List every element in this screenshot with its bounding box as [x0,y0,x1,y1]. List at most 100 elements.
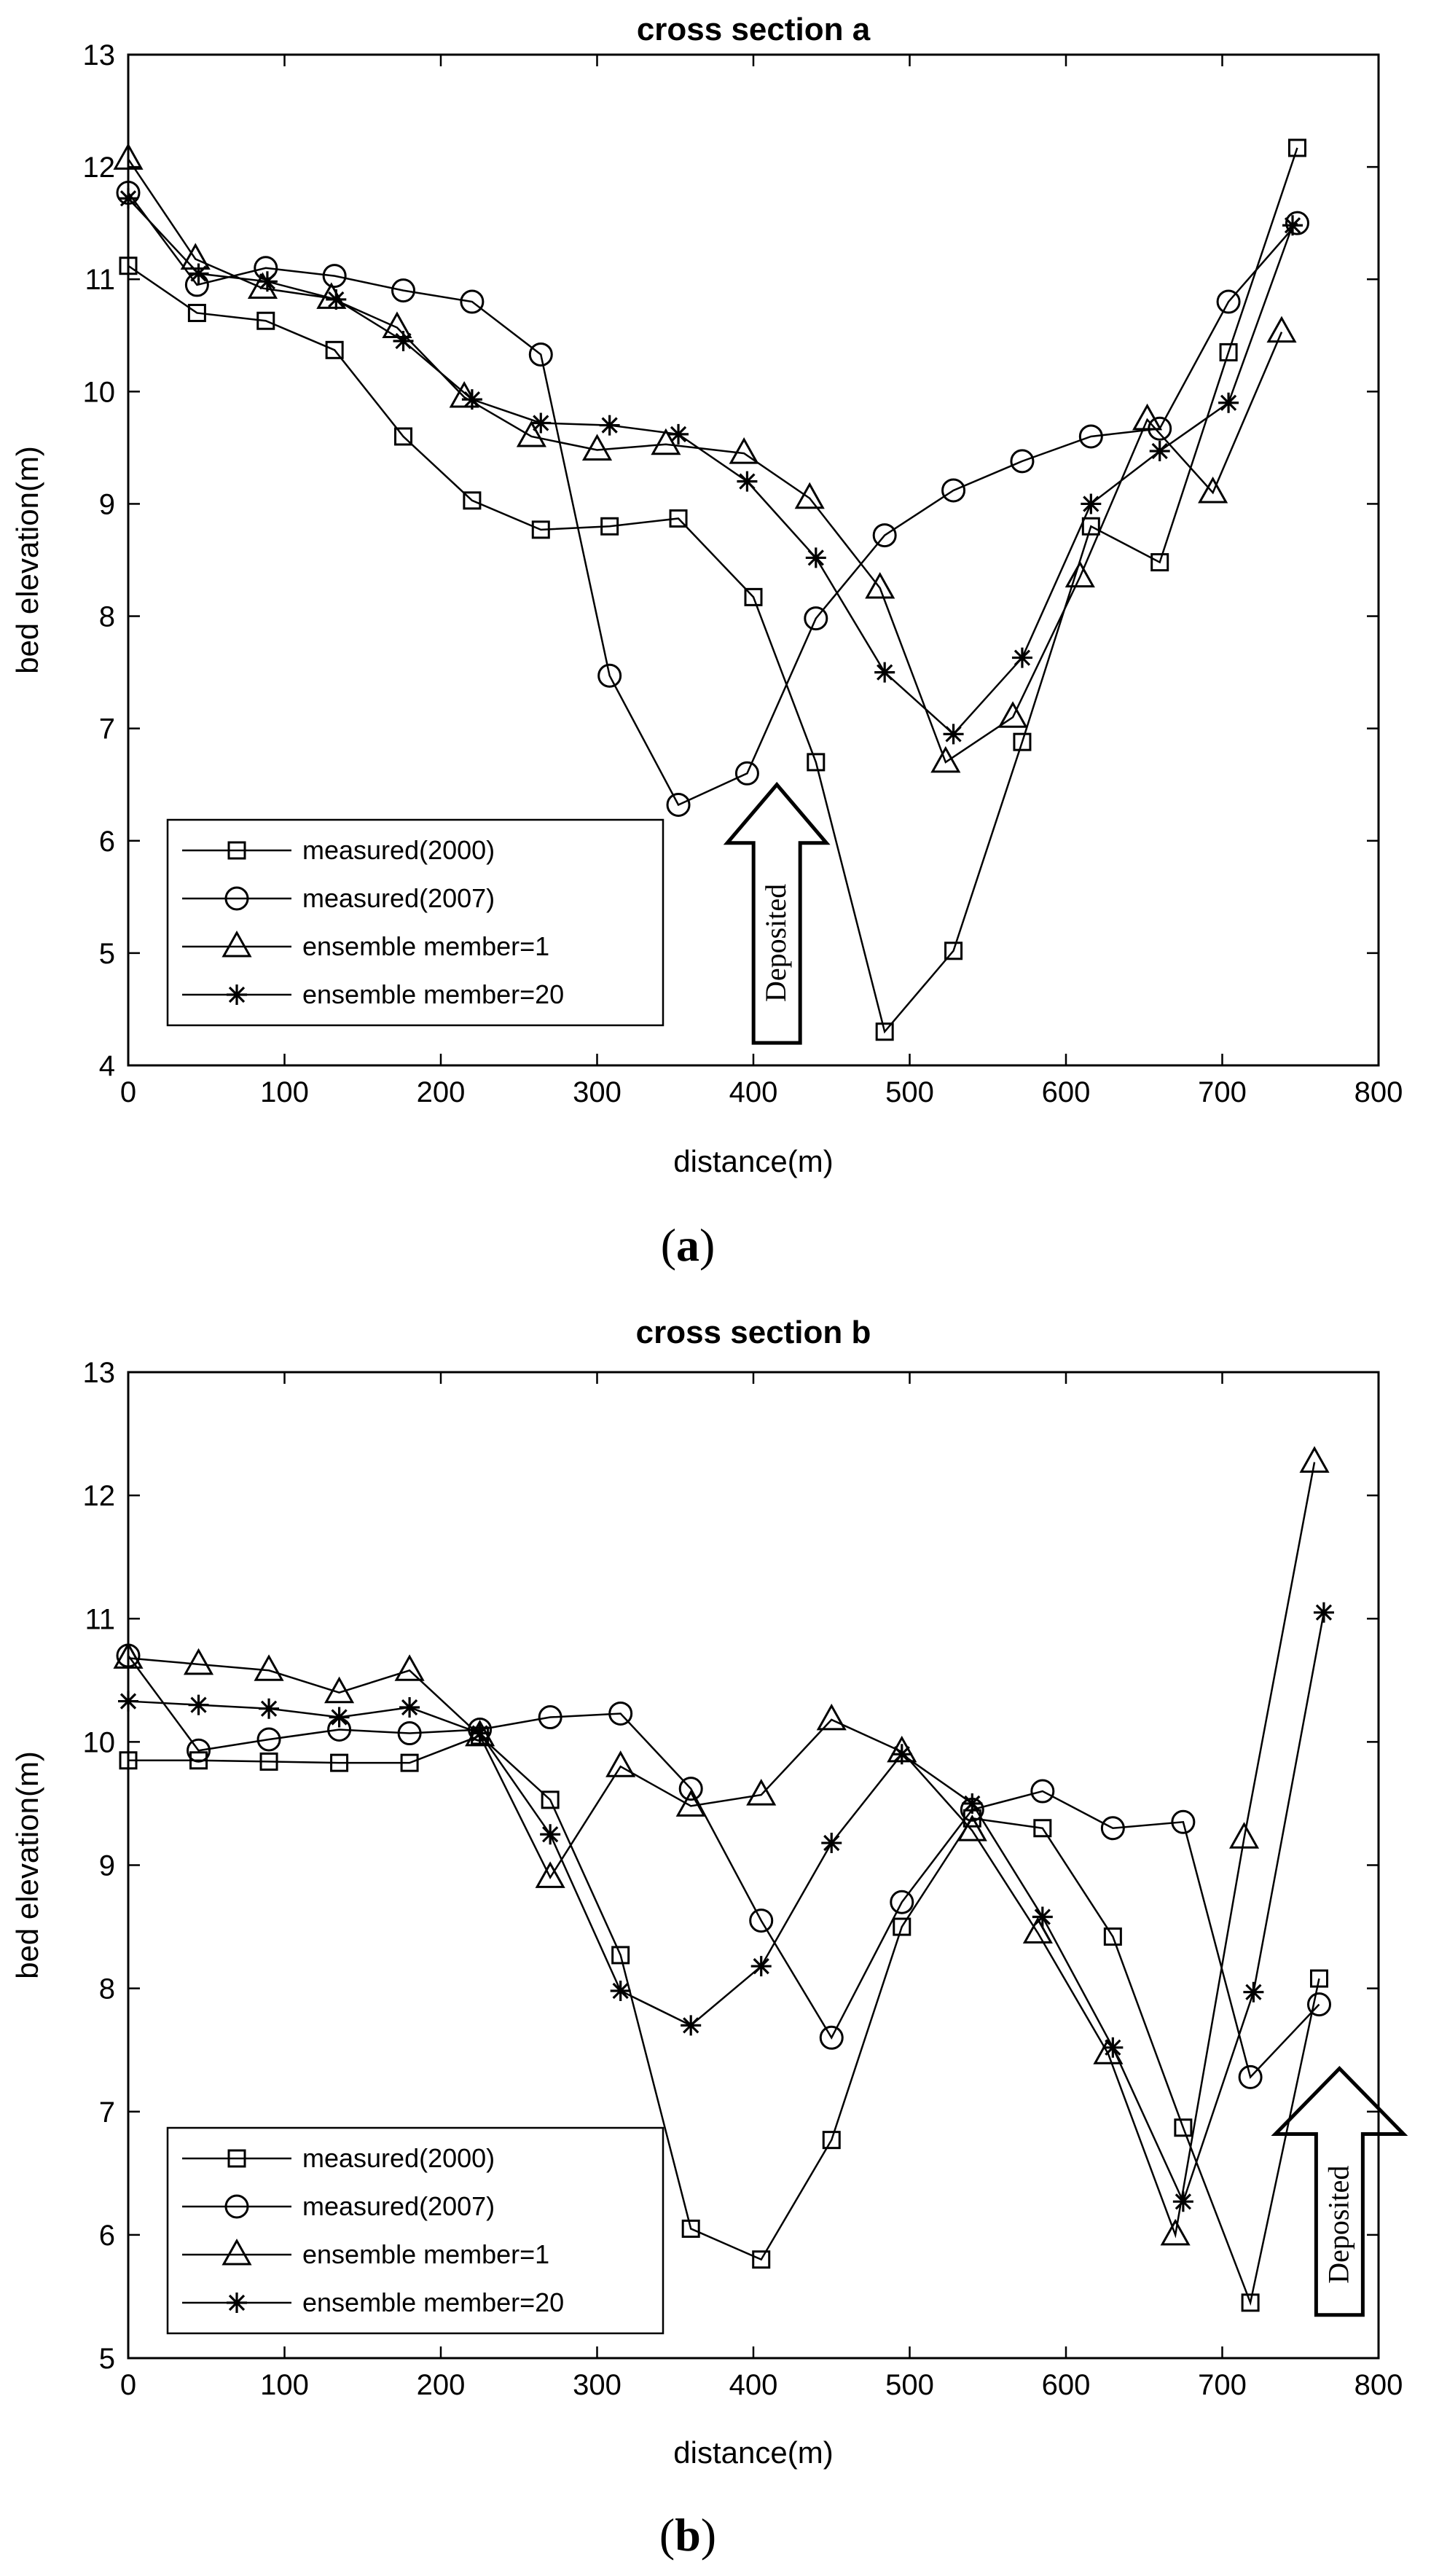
data-point-triangle [1198,476,1228,504]
data-point-circle [941,478,966,503]
data-point-square [1013,732,1032,751]
data-point-circle [608,1701,633,1726]
data-point-square [807,753,826,772]
data-point-square [1103,1927,1122,1946]
x-tick-label: 200 [417,1076,466,1108]
data-point-asterisk [610,1981,631,2002]
data-point-asterisk [329,1707,350,1728]
x-tick-label: 300 [573,2369,622,2401]
x-tick-label: 100 [260,2369,309,2401]
caption-close: ) [699,1219,715,1271]
data-point-asterisk [1218,392,1239,413]
data-point-asterisk [393,330,414,351]
data-point-circle [460,289,485,314]
series-line [127,158,1283,764]
data-point-circle [1285,211,1309,235]
y-tick-label: 8 [99,601,115,633]
data-point-triangle [816,1703,847,1731]
data-point-asterisk [461,389,482,410]
data-point-square [1033,1819,1052,1838]
data-point-triangle [324,1676,355,1704]
data-point-triangle [1065,560,1095,588]
data-point-circle [1010,449,1035,474]
panel-caption: (b) [659,2509,716,2561]
data-point-circle [804,606,828,631]
data-point-asterisk [737,471,758,492]
data-point-square [893,1917,911,1936]
data-point-circle [1171,1809,1196,1834]
y-tick-label: 13 [83,1357,116,1389]
data-point-triangle [254,1654,284,1681]
data-point-asterisk [1243,1981,1264,2003]
x-tick-label: 700 [1198,1076,1247,1108]
data-point-triangle [183,1648,214,1675]
data-point-circle [678,1777,703,1801]
legend-label-measured-2007: measured(2007) [302,2191,495,2221]
data-point-asterisk [805,547,826,568]
y-tick-label: 6 [99,2220,115,2252]
data-point-circle [1078,424,1103,449]
data-point-circle [1216,289,1241,314]
data-point-triangle [1299,1446,1330,1473]
data-point-circle [1238,2064,1263,2089]
deposited-annotation: Deposited [1322,2166,1354,2284]
data-point-asterisk [874,662,895,683]
data-point-circle [666,792,691,817]
x-tick-label: 300 [573,1076,622,1108]
x-tick-label: 100 [260,1076,309,1108]
data-point-square [681,2219,700,2238]
x-tick-label: 600 [1042,1076,1091,1108]
data-point-circle [872,523,897,548]
caption-close: ) [701,2509,716,2561]
data-point-triangle [581,434,613,461]
legend-marker-square [227,2149,246,2168]
y-axis-label: bed elevation(m) [10,446,44,674]
series-circle [116,1643,1331,2089]
data-point-asterisk [1313,1602,1334,1623]
data-point-asterisk [118,188,138,209]
data-point-asterisk [530,412,552,434]
series-circle [116,181,1309,817]
y-tick-label: 12 [83,152,116,184]
data-point-asterisk [188,1694,209,1715]
data-point-triangle [651,428,681,455]
data-point-square [744,587,763,606]
y-tick-label: 7 [99,2097,115,2129]
data-point-triangle [516,420,546,447]
data-point-triangle [957,1814,987,1841]
data-point-circle [749,1908,774,1933]
data-point-circle [890,1890,914,1914]
data-point-triangle [1266,316,1297,343]
data-point-circle [397,1721,422,1746]
data-point-triangle [865,571,895,599]
data-point-asterisk [259,1698,280,1719]
data-point-square [394,427,413,446]
y-tick-label: 13 [83,39,116,71]
data-point-square [256,311,275,330]
data-point-asterisk [821,1833,842,1854]
data-point-asterisk [1149,441,1170,462]
legend-label-ensemble-20: ensemble member=20 [302,979,564,1009]
y-tick-label: 10 [83,1726,116,1758]
y-tick-label: 7 [99,713,115,745]
caption-letter: b [675,2509,701,2561]
data-point-asterisk [326,289,347,310]
y-tick-label: 11 [85,1603,115,1635]
data-point-square [189,1751,208,1770]
data-point-square [1219,342,1238,361]
data-point-circle [819,2025,844,2050]
data-point-triangle [1228,1822,1260,1849]
data-point-triangle [113,143,144,170]
legend-label-ensemble-1: ensemble member=1 [302,931,549,961]
x-tick-label: 500 [885,1076,934,1108]
y-axis-label: bed elevation(m) [10,1751,44,1979]
data-point-circle [734,761,759,786]
x-tick-label: 400 [729,2369,778,2401]
data-point-square [531,520,550,539]
y-tick-label: 9 [99,488,115,520]
legend-label-measured-2000: measured(2000) [302,2143,495,2173]
data-point-asterisk [681,2015,702,2036]
series-line [128,197,1294,736]
legend-marker-triangle [221,930,252,958]
